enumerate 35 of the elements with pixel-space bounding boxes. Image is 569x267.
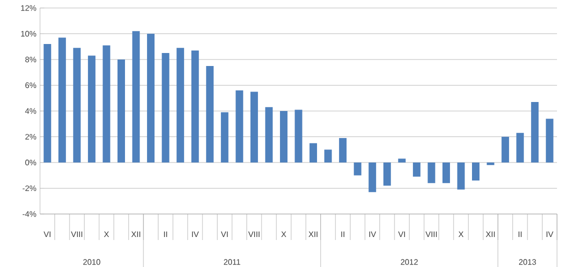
bar <box>398 158 406 162</box>
bar <box>280 111 288 162</box>
bar <box>428 162 436 184</box>
bar <box>73 48 81 162</box>
bar <box>310 143 318 162</box>
bar <box>486 162 494 166</box>
bar <box>58 38 66 162</box>
bar <box>265 107 273 162</box>
bar <box>206 66 214 162</box>
bar <box>531 102 539 162</box>
bar <box>502 136 510 162</box>
bar <box>102 45 110 162</box>
bar <box>162 53 170 162</box>
bar <box>442 162 450 184</box>
bar <box>132 31 140 162</box>
bar <box>472 162 480 181</box>
bar <box>339 138 347 162</box>
bar <box>412 162 420 177</box>
bar <box>191 50 199 162</box>
bar <box>294 110 302 162</box>
bar <box>516 132 524 162</box>
bar <box>383 162 391 186</box>
bar <box>147 34 155 162</box>
bar <box>324 150 332 162</box>
bar <box>457 162 465 190</box>
bar <box>220 112 228 162</box>
bar <box>44 44 52 162</box>
bar <box>236 90 244 162</box>
bar <box>176 48 184 162</box>
bar <box>368 162 376 192</box>
bar <box>546 118 554 162</box>
bar <box>117 60 125 162</box>
bar <box>88 56 96 162</box>
bar <box>354 162 362 176</box>
bar <box>250 92 258 162</box>
